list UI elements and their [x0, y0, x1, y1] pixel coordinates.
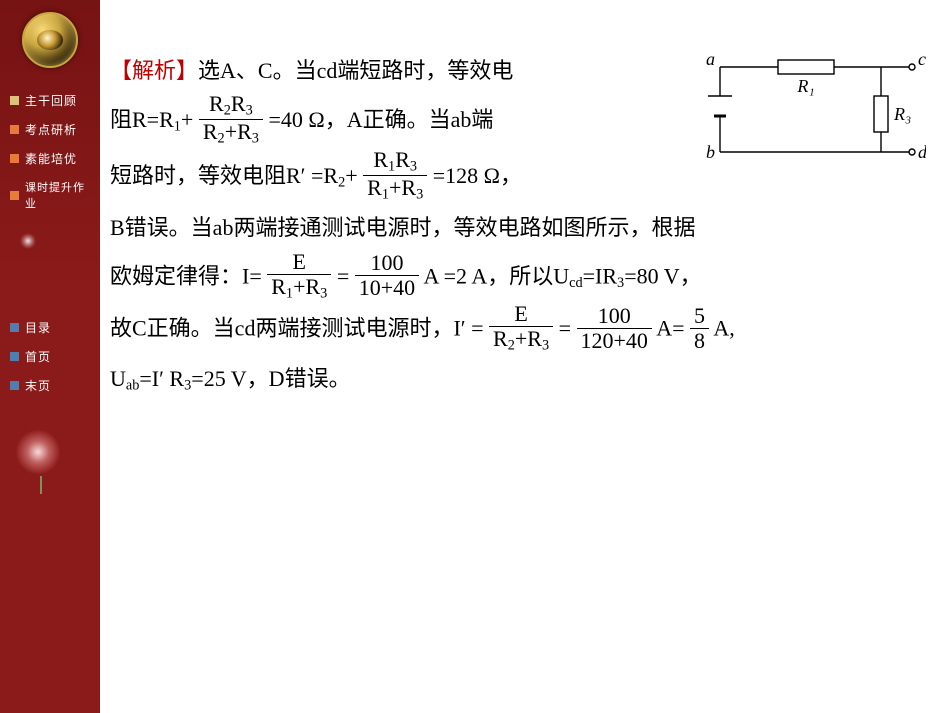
text: +: [181, 107, 199, 132]
sidebar: 主干回顾 考点研析 素能培优 课时提升作业 目录 首页 末页: [0, 0, 100, 713]
dandelion-icon: [10, 223, 46, 259]
fraction: R1R3 R1+R3: [363, 148, 427, 204]
nav-label: 考点研析: [25, 121, 77, 138]
nav-item-kaodian[interactable]: 考点研析: [0, 115, 100, 144]
text: B错误。当ab两端接通测试电源时，等效电路如图所示，根据: [110, 205, 930, 251]
bullet-icon: [10, 352, 19, 361]
svg-text:c: c: [918, 52, 926, 69]
sub: 1: [174, 119, 181, 135]
fraction: E R1+R3: [267, 250, 331, 302]
logo-icon: [22, 12, 78, 68]
text: 选A、C。当cd端短路时，等效电: [198, 58, 513, 83]
text: 阻R=R: [110, 107, 174, 132]
text: 故C正确。当cd两端接测试电源时，I′ =: [110, 315, 489, 340]
text: 短路时，等效电阻R′ =R: [110, 163, 338, 188]
text: A,: [713, 315, 734, 340]
nav-item-zhugan[interactable]: 主干回顾: [0, 86, 100, 115]
dandelion-large-icon: [10, 424, 70, 484]
analysis-tag: 【解析】: [110, 58, 198, 83]
text: =40 Ω，A正确。当ab端: [268, 107, 493, 132]
nav-label: 课时提升作业: [25, 179, 94, 211]
bullet-icon: [10, 381, 19, 390]
nav-item-moye[interactable]: 末页: [0, 371, 100, 400]
bullet-icon: [10, 125, 19, 134]
text: A=: [656, 315, 684, 340]
nav-item-mulu[interactable]: 目录: [0, 313, 100, 342]
text: A =2 A，所以U: [423, 263, 569, 288]
bullet-icon: [10, 154, 19, 163]
svg-text:d: d: [918, 142, 926, 162]
text: U: [110, 366, 126, 391]
nav-item-suneng[interactable]: 素能培优: [0, 144, 100, 173]
text: =: [337, 263, 355, 288]
text: =IR: [583, 263, 617, 288]
svg-text:R₁: R₁: [796, 76, 814, 96]
fraction: 5 8: [690, 304, 709, 353]
nav-label: 首页: [25, 348, 51, 365]
bullet-icon: [10, 96, 19, 105]
nav-label: 主干回顾: [25, 92, 77, 109]
nav-item-shouye[interactable]: 首页: [0, 342, 100, 371]
nav-label: 素能培优: [25, 150, 77, 167]
sub: cd: [569, 274, 583, 290]
text: =: [559, 315, 571, 340]
circuit-diagram: a b c d R₁ R₃: [696, 52, 926, 172]
fraction: E R2+R3: [489, 302, 553, 354]
text: =128 Ω，: [433, 163, 522, 188]
spacer: [0, 223, 100, 313]
fraction: 100 10+40: [355, 251, 419, 300]
bullet-icon: [10, 191, 19, 200]
bullet-icon: [10, 323, 19, 332]
text: 欧姆定律得：I=: [110, 263, 267, 288]
nav-label: 末页: [25, 377, 51, 394]
text: =25 V，D错误。: [191, 366, 350, 391]
svg-text:R₃: R₃: [893, 104, 911, 124]
fraction: R2R3 R2+R3: [199, 92, 263, 148]
svg-text:a: a: [706, 52, 715, 69]
text: =I′ R: [139, 366, 184, 391]
text: =80 V，: [624, 263, 701, 288]
svg-text:b: b: [706, 142, 715, 162]
fraction: 100 120+40: [577, 304, 652, 353]
sub: ab: [126, 378, 140, 394]
nav-item-keshi[interactable]: 课时提升作业: [0, 173, 100, 217]
nav-label: 目录: [25, 319, 51, 336]
text: +: [345, 163, 363, 188]
